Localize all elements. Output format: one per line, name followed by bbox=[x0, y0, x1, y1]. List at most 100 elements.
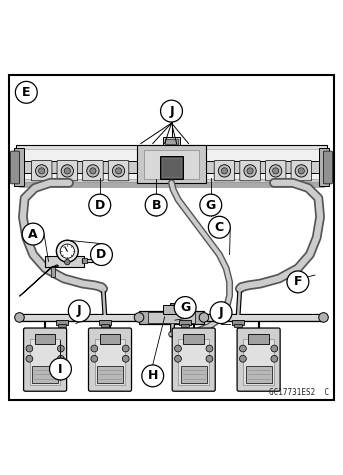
Circle shape bbox=[122, 355, 129, 362]
FancyBboxPatch shape bbox=[20, 182, 323, 187]
Circle shape bbox=[89, 194, 111, 216]
Circle shape bbox=[270, 165, 282, 177]
Circle shape bbox=[273, 168, 279, 174]
Text: E: E bbox=[22, 86, 31, 99]
FancyBboxPatch shape bbox=[100, 334, 120, 344]
FancyBboxPatch shape bbox=[163, 137, 180, 145]
Circle shape bbox=[57, 345, 64, 352]
FancyBboxPatch shape bbox=[35, 334, 55, 344]
Circle shape bbox=[174, 296, 196, 318]
Text: F: F bbox=[294, 276, 302, 288]
FancyBboxPatch shape bbox=[237, 328, 280, 391]
Circle shape bbox=[210, 302, 232, 323]
Circle shape bbox=[200, 194, 222, 216]
Circle shape bbox=[239, 345, 246, 352]
Circle shape bbox=[244, 165, 256, 177]
Circle shape bbox=[57, 355, 64, 362]
Circle shape bbox=[287, 271, 309, 293]
Circle shape bbox=[87, 165, 99, 177]
FancyBboxPatch shape bbox=[11, 151, 20, 184]
Circle shape bbox=[15, 81, 37, 103]
FancyBboxPatch shape bbox=[57, 161, 78, 181]
Circle shape bbox=[134, 313, 144, 322]
Text: I: I bbox=[58, 362, 63, 376]
Text: D: D bbox=[95, 199, 105, 211]
FancyBboxPatch shape bbox=[204, 315, 323, 320]
FancyBboxPatch shape bbox=[162, 158, 181, 177]
Circle shape bbox=[298, 168, 304, 174]
Circle shape bbox=[64, 259, 70, 265]
Text: D: D bbox=[96, 248, 107, 261]
FancyBboxPatch shape bbox=[214, 161, 235, 181]
Circle shape bbox=[206, 355, 213, 362]
Text: J: J bbox=[219, 306, 223, 319]
FancyBboxPatch shape bbox=[83, 161, 103, 181]
FancyBboxPatch shape bbox=[20, 314, 139, 321]
Circle shape bbox=[15, 313, 24, 322]
Text: A: A bbox=[28, 228, 38, 240]
FancyBboxPatch shape bbox=[181, 366, 207, 383]
Polygon shape bbox=[20, 265, 59, 296]
Circle shape bbox=[239, 355, 246, 362]
FancyBboxPatch shape bbox=[234, 324, 242, 327]
FancyBboxPatch shape bbox=[184, 334, 204, 344]
FancyBboxPatch shape bbox=[179, 320, 191, 324]
Circle shape bbox=[199, 313, 209, 322]
FancyBboxPatch shape bbox=[30, 339, 60, 385]
Circle shape bbox=[68, 300, 90, 322]
Text: C: C bbox=[215, 221, 224, 234]
Circle shape bbox=[161, 100, 182, 122]
Circle shape bbox=[271, 345, 278, 352]
FancyBboxPatch shape bbox=[248, 334, 269, 344]
FancyBboxPatch shape bbox=[172, 328, 215, 391]
Circle shape bbox=[145, 194, 167, 216]
Text: J: J bbox=[77, 304, 82, 317]
Circle shape bbox=[175, 355, 181, 362]
Circle shape bbox=[64, 168, 70, 174]
FancyBboxPatch shape bbox=[51, 266, 55, 277]
FancyBboxPatch shape bbox=[20, 149, 323, 181]
FancyBboxPatch shape bbox=[95, 339, 126, 385]
FancyBboxPatch shape bbox=[32, 161, 52, 181]
FancyBboxPatch shape bbox=[82, 258, 87, 264]
Circle shape bbox=[60, 244, 74, 258]
Circle shape bbox=[175, 345, 181, 352]
FancyBboxPatch shape bbox=[265, 161, 286, 181]
Circle shape bbox=[91, 244, 113, 266]
FancyBboxPatch shape bbox=[204, 314, 323, 321]
FancyBboxPatch shape bbox=[16, 145, 327, 183]
Circle shape bbox=[26, 355, 33, 362]
FancyBboxPatch shape bbox=[45, 256, 84, 266]
Circle shape bbox=[22, 223, 44, 245]
FancyBboxPatch shape bbox=[32, 366, 58, 383]
FancyBboxPatch shape bbox=[144, 151, 199, 180]
Text: H: H bbox=[147, 370, 158, 382]
FancyBboxPatch shape bbox=[147, 313, 196, 323]
FancyBboxPatch shape bbox=[20, 180, 323, 182]
Circle shape bbox=[39, 168, 45, 174]
FancyBboxPatch shape bbox=[319, 148, 329, 186]
Circle shape bbox=[319, 313, 328, 322]
Circle shape bbox=[56, 240, 78, 262]
Circle shape bbox=[61, 165, 73, 177]
Text: B: B bbox=[151, 199, 161, 211]
FancyBboxPatch shape bbox=[139, 311, 204, 324]
Circle shape bbox=[142, 365, 164, 387]
FancyBboxPatch shape bbox=[291, 161, 311, 181]
FancyBboxPatch shape bbox=[97, 366, 123, 383]
FancyBboxPatch shape bbox=[88, 328, 131, 391]
Text: G: G bbox=[206, 199, 216, 211]
FancyBboxPatch shape bbox=[99, 320, 111, 324]
Circle shape bbox=[91, 355, 98, 362]
FancyBboxPatch shape bbox=[178, 339, 209, 385]
FancyBboxPatch shape bbox=[108, 161, 129, 181]
Circle shape bbox=[122, 345, 129, 352]
Circle shape bbox=[116, 168, 122, 174]
FancyBboxPatch shape bbox=[243, 339, 274, 385]
Circle shape bbox=[218, 165, 230, 177]
FancyBboxPatch shape bbox=[159, 155, 184, 180]
FancyBboxPatch shape bbox=[246, 366, 272, 383]
FancyBboxPatch shape bbox=[24, 328, 67, 391]
Circle shape bbox=[295, 165, 307, 177]
FancyBboxPatch shape bbox=[58, 324, 66, 327]
